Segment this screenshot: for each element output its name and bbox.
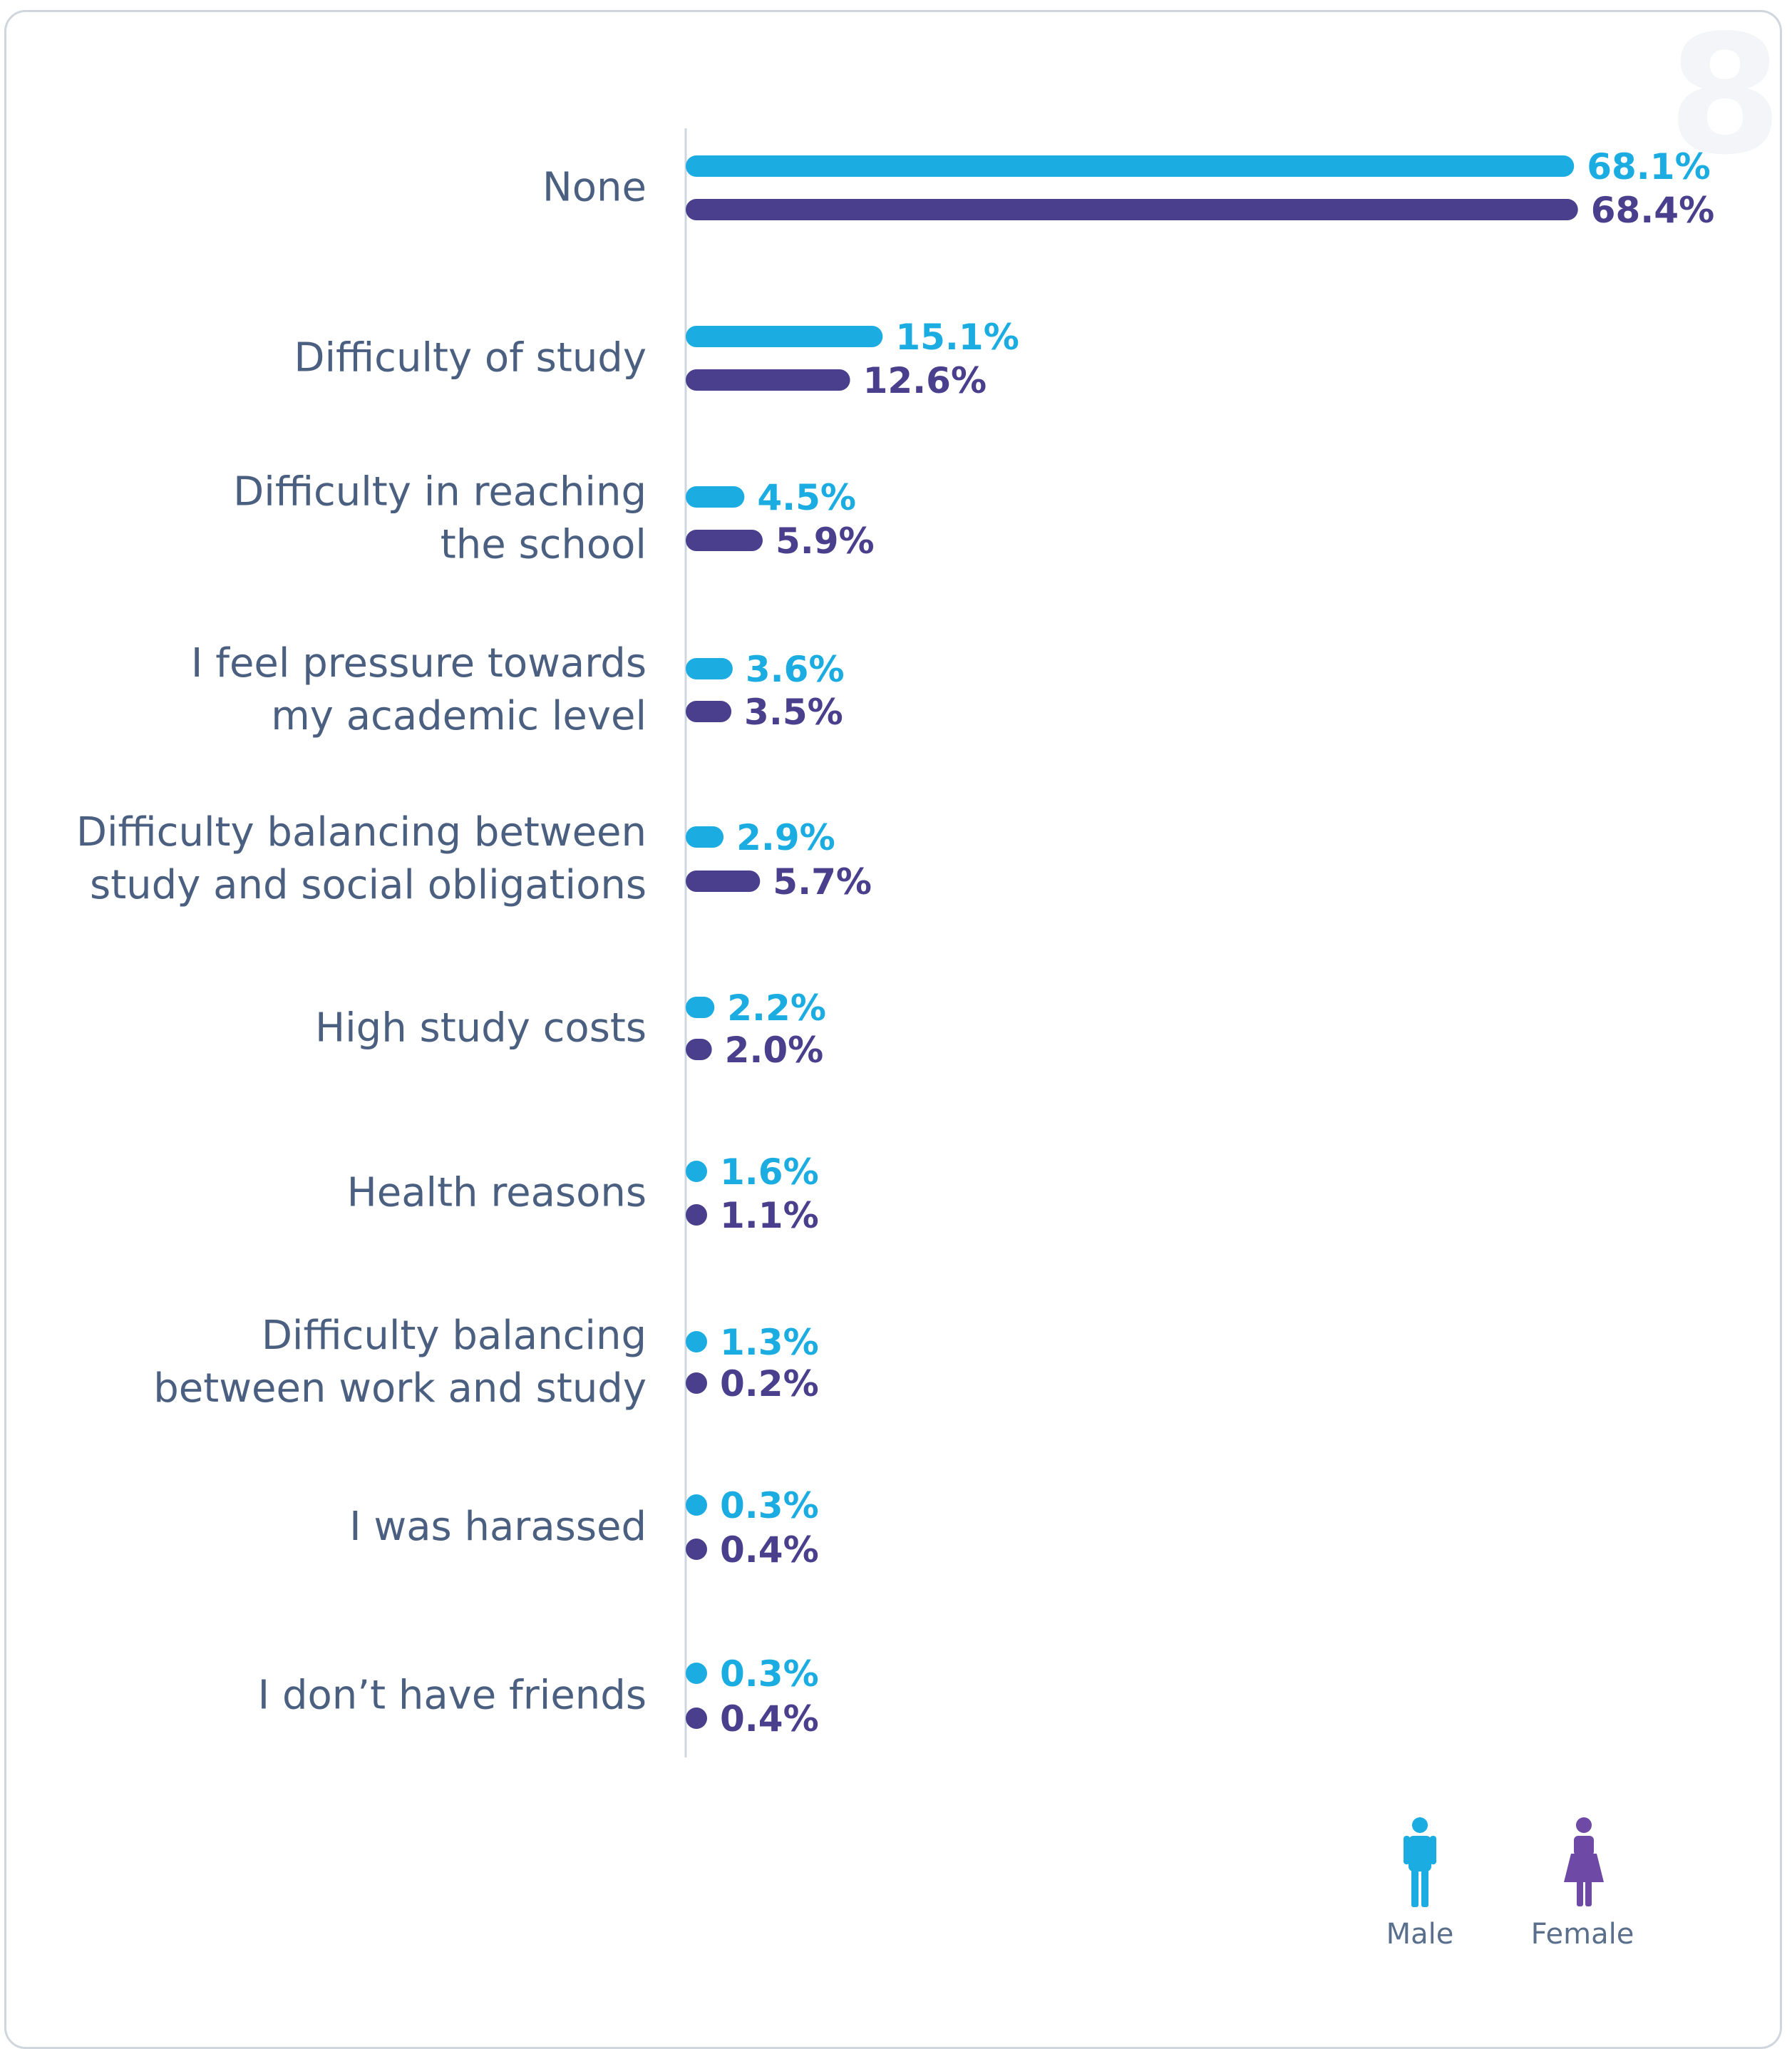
chart-card (4, 10, 1782, 2049)
value-label-female: 5.7% (773, 861, 872, 903)
category-label-line: the school (441, 522, 647, 568)
category-label-line: I was harassed (349, 1504, 647, 1550)
category-label: I don’t have friends (258, 1673, 647, 1719)
category-label-line: Health reasons (347, 1170, 647, 1216)
bar-female (686, 871, 761, 892)
value-label-male: 68.1% (1587, 146, 1710, 188)
category-label-line: I feel pressure towards (191, 640, 647, 687)
value-label-female: 0.4% (720, 1698, 819, 1740)
value-label-male: 15.1% (895, 317, 1019, 358)
bar-male (686, 326, 883, 347)
bar-male (686, 826, 724, 848)
value-label-male: 2.2% (727, 987, 826, 1029)
legend-label-male: Male (1386, 1918, 1454, 1951)
bar-female (686, 1708, 707, 1729)
bar-female (686, 1039, 712, 1060)
bar-female (686, 1539, 707, 1560)
bar-male (686, 1331, 707, 1352)
category-label: Difficulty balancing between work and stu… (153, 1313, 647, 1412)
value-label-female: 1.1% (720, 1195, 819, 1236)
category-label: I was harassed (349, 1504, 647, 1550)
bar-male (686, 658, 733, 679)
category-label-line: my academic level (271, 693, 647, 739)
category-label-line: Difficulty balancing between (76, 809, 647, 856)
category-label: High study costs (315, 1005, 647, 1052)
bar-male (686, 486, 745, 508)
value-label-male: 4.5% (757, 477, 856, 518)
value-label-female: 5.9% (776, 520, 875, 562)
bar-male (686, 997, 715, 1018)
value-label-female: 2.0% (725, 1029, 824, 1071)
value-label-female: 68.4% (1591, 190, 1714, 231)
value-label-male: 1.6% (720, 1151, 819, 1193)
category-label: Difficulty balancing between study and so… (76, 809, 647, 908)
category-label-line: Difficulty balancing (262, 1313, 647, 1359)
male-person-icon (1404, 1817, 1436, 1907)
bar-female (686, 199, 1578, 220)
category-label: None (542, 165, 647, 211)
bar-female (686, 701, 732, 722)
category-label-line: between work and study (153, 1365, 647, 1412)
legend: Male Female (1386, 1817, 1634, 1951)
bar-female (686, 1372, 707, 1394)
bar-male (686, 1161, 707, 1182)
female-person-icon (1564, 1817, 1604, 1906)
value-label-male: 1.3% (720, 1322, 819, 1363)
value-label-male: 2.9% (736, 817, 835, 858)
category-label: I feel pressure towards my academic level (191, 640, 647, 739)
category-label: Health reasons (347, 1170, 647, 1216)
bar-female (686, 369, 850, 391)
value-label-female: 3.5% (744, 692, 843, 733)
value-label-male: 0.3% (720, 1485, 819, 1526)
bar-male (686, 1494, 707, 1516)
corner-badge: 8 (1668, 1, 1783, 191)
value-label-female: 0.2% (720, 1363, 819, 1404)
value-label-male: 0.3% (720, 1653, 819, 1695)
category-label: Difficulty in reaching the school (233, 469, 647, 568)
value-label-male: 3.6% (746, 649, 845, 690)
category-label: Difficulty of study (294, 335, 647, 381)
category-label-line: Difficulty of study (294, 335, 647, 381)
bar-male (686, 1663, 707, 1684)
value-label-female: 0.4% (720, 1529, 819, 1571)
bar-female (686, 530, 763, 551)
category-label-line: Difficulty in reaching (233, 469, 647, 515)
category-label-line: High study costs (315, 1005, 647, 1052)
category-label-line: None (542, 165, 647, 211)
category-label-line: I don’t have friends (258, 1673, 647, 1719)
value-label-female: 12.6% (863, 360, 987, 401)
category-label-line: study and social obligations (90, 862, 647, 908)
bar-male (686, 155, 1575, 177)
bar-female (686, 1204, 707, 1226)
legend-label-female: Female (1531, 1918, 1634, 1951)
